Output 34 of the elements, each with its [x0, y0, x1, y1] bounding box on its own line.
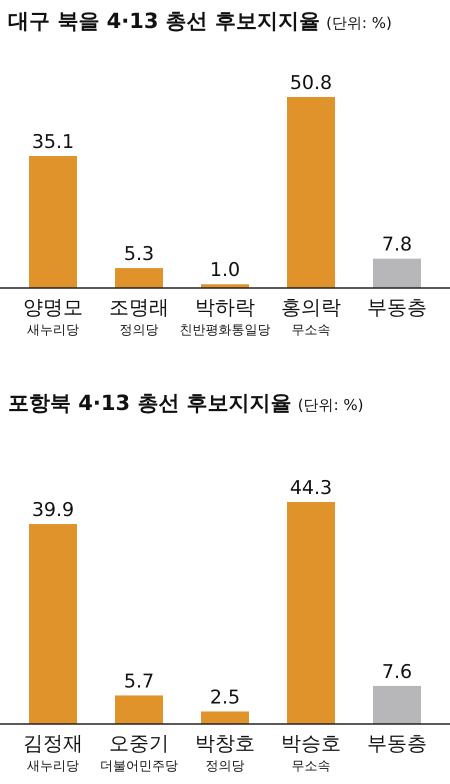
data-label: 1.0	[210, 259, 240, 282]
bar	[29, 524, 77, 724]
x-tick-label: 오중기 더불어민주당	[100, 731, 178, 774]
data-label: 7.6	[382, 660, 412, 683]
x-tick-label: 조명래 정의당	[109, 295, 169, 338]
bar	[287, 97, 335, 288]
data-label: 2.5	[210, 686, 240, 708]
chart-subtitle: (단위: %)	[326, 14, 392, 32]
x-tick-label: 부동층	[367, 731, 427, 755]
bar	[201, 711, 249, 724]
x-tick-label: 홍의락 무소속	[281, 295, 341, 338]
bar	[287, 502, 335, 724]
bar	[201, 284, 249, 288]
data-label: 39.9	[32, 499, 74, 522]
x-tick-label: 부동층	[367, 295, 427, 319]
data-label: 50.8	[290, 72, 332, 94]
chart-title: 대구 북을 4·13 총선 후보지지율	[8, 9, 320, 33]
x-tick-label: 김정재 새누리당	[23, 731, 83, 774]
data-label: 5.7	[124, 670, 154, 692]
data-label: 35.1	[32, 131, 74, 154]
chart-title: 포항북 4·13 총선 후보지지율	[8, 391, 292, 415]
bar	[115, 268, 163, 288]
x-tick-label: 박하락 친반평화통일당	[180, 295, 270, 338]
x-tick-label: 박승호 무소속	[281, 731, 341, 774]
data-label: 44.3	[290, 477, 332, 499]
data-label: 7.8	[382, 234, 412, 256]
bar	[373, 686, 421, 724]
bar	[115, 695, 163, 724]
chart-subtitle: (단위: %)	[298, 396, 364, 414]
x-tick-label: 양명모 새누리당	[23, 295, 83, 338]
x-tick-label: 박창호 정의당	[195, 731, 255, 774]
bar	[373, 258, 421, 288]
data-label: 5.3	[124, 243, 154, 266]
bar	[29, 156, 77, 288]
